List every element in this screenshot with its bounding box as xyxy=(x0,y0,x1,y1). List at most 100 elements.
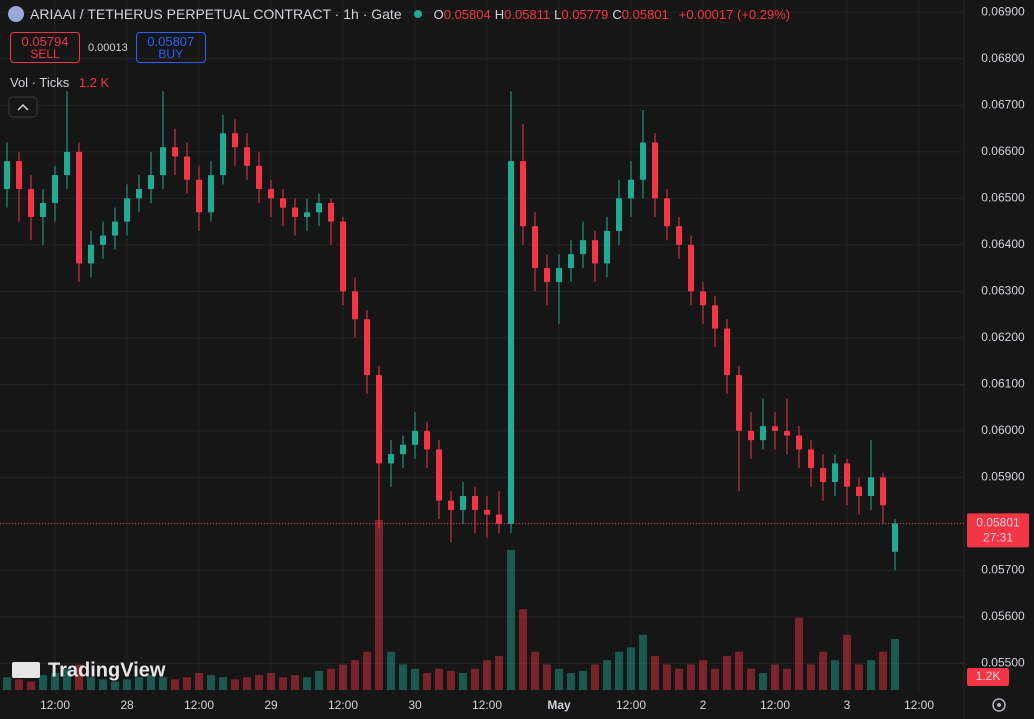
candle-body xyxy=(316,202,322,213)
header: ARIAAI / TETHERUS PERPETUAL CONTRACT · 1… xyxy=(8,6,794,22)
logo-mark xyxy=(12,662,40,678)
x-tick-label: 2 xyxy=(700,698,707,712)
volume-bar xyxy=(75,664,83,690)
legend-value: 0.05779 xyxy=(561,6,609,22)
candle-body xyxy=(40,202,46,217)
sell-button[interactable]: 0.05794 SELL xyxy=(10,32,80,63)
legend-value: 0.05811 xyxy=(504,6,551,22)
candle-body xyxy=(640,142,646,180)
candle-body xyxy=(160,147,166,176)
candle-body xyxy=(676,226,682,245)
candle-body xyxy=(496,514,502,524)
x-tick-label: 12:00 xyxy=(184,698,214,712)
candle-body xyxy=(412,430,418,445)
candle-body xyxy=(292,207,298,217)
volume-bar xyxy=(783,668,791,690)
volume-bar xyxy=(591,664,599,690)
candle-body xyxy=(352,291,358,320)
volume-bar xyxy=(555,668,563,690)
volume-bar xyxy=(651,656,659,690)
candle-body xyxy=(196,179,202,213)
x-tick-label: 12:00 xyxy=(472,698,502,712)
volume-bar xyxy=(687,664,695,690)
volume-bar xyxy=(807,664,815,690)
volume-bar xyxy=(435,668,443,690)
candle-body xyxy=(772,426,778,431)
last-price: 0.05801 xyxy=(976,516,1020,530)
volume-bar xyxy=(519,609,527,690)
volume-bar xyxy=(891,639,899,690)
volume-bar xyxy=(279,677,287,690)
watermark: TradingView xyxy=(48,659,166,681)
symbol-icon xyxy=(8,6,24,22)
x-tick-label: 3 xyxy=(844,698,851,712)
volume-bar xyxy=(615,651,623,690)
candle-body xyxy=(112,221,118,236)
volume-bar xyxy=(39,675,47,690)
market-status xyxy=(413,10,422,18)
volume-bar xyxy=(663,664,671,690)
candle-body xyxy=(748,430,754,441)
volume-bar xyxy=(867,660,875,690)
volume-title: Vol · Ticks xyxy=(10,75,70,90)
volume-bar xyxy=(723,656,731,690)
volume-bar xyxy=(819,651,827,690)
volume-bar xyxy=(675,668,683,690)
volume-bar xyxy=(507,549,515,690)
volume-bar xyxy=(267,673,275,690)
legend-key: L xyxy=(554,6,562,22)
candle-body xyxy=(544,268,550,283)
y-tick-label: 0.06800 xyxy=(981,51,1025,65)
candle-body xyxy=(424,430,430,450)
volume-bar xyxy=(471,668,479,690)
volume-bar xyxy=(195,673,203,690)
volume-bar xyxy=(183,677,191,690)
legend-value: 0.05801 xyxy=(621,6,669,22)
x-tick-label: May xyxy=(547,698,571,712)
candle-body xyxy=(688,244,694,292)
candle-body xyxy=(448,500,454,510)
y-tick-label: 0.06400 xyxy=(981,237,1025,251)
collapse-button[interactable] xyxy=(8,96,38,118)
candle-body xyxy=(256,165,262,190)
candle-body xyxy=(328,202,334,222)
candle-body xyxy=(304,212,310,217)
candle-body xyxy=(760,426,766,441)
volume-bar xyxy=(411,668,419,690)
candle-body xyxy=(808,449,814,469)
volume-bar xyxy=(339,664,347,690)
volume-bar xyxy=(771,664,779,690)
candle-body xyxy=(604,230,610,264)
volume-bar xyxy=(3,677,11,690)
buy-button[interactable]: 0.05807 BUY xyxy=(135,32,206,63)
volume-bar xyxy=(879,651,887,690)
y-tick-label: 0.06100 xyxy=(981,377,1025,391)
legend-value: 0.05804 xyxy=(443,6,491,22)
candle-body xyxy=(52,175,58,203)
candle-body xyxy=(724,328,730,376)
candle-body xyxy=(556,268,562,283)
y-tick-label: 0.06000 xyxy=(981,423,1025,437)
volume-bar xyxy=(603,660,611,690)
x-tick-label: 12:00 xyxy=(760,698,790,712)
volume-bar xyxy=(315,670,323,690)
volume-bar xyxy=(495,656,503,690)
volume-bar xyxy=(567,673,575,690)
buy-price: 0.05807 xyxy=(147,33,195,49)
volume-bar xyxy=(795,617,803,690)
candle-body xyxy=(868,477,874,496)
candle-body xyxy=(472,495,478,510)
volume-bar xyxy=(219,677,227,690)
volume-bar xyxy=(579,670,587,690)
candle-body xyxy=(568,254,574,269)
settings-button[interactable] xyxy=(992,698,1006,712)
sell-label: SELL xyxy=(30,46,60,61)
volume-bar xyxy=(387,651,395,690)
candle-body xyxy=(220,133,226,176)
y-tick-label: 0.06600 xyxy=(981,144,1025,158)
volume-bar xyxy=(483,660,491,690)
candle-body xyxy=(592,240,598,264)
candle-body xyxy=(508,161,514,524)
